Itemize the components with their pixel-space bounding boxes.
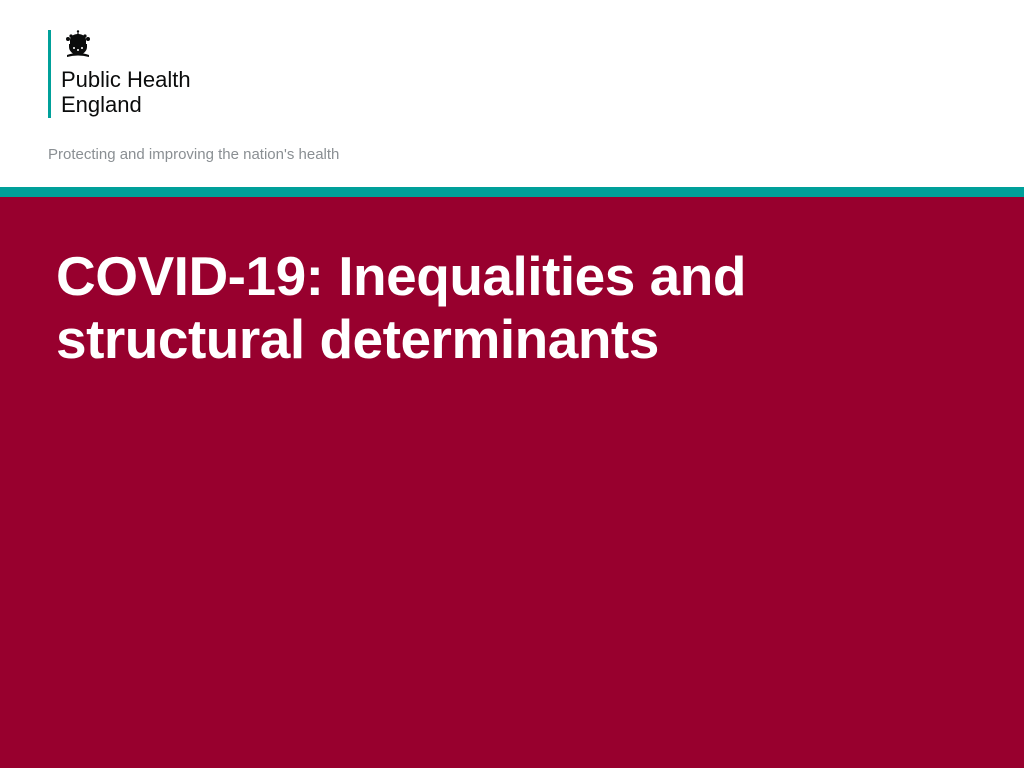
org-name-line1: Public Health [61, 67, 191, 92]
org-name-line2: England [61, 92, 191, 117]
tagline: Protecting and improving the nation's he… [48, 146, 1024, 163]
header: Public Health England Protecting and imp… [0, 0, 1024, 187]
slide: Public Health England Protecting and imp… [0, 0, 1024, 768]
crown-crest-icon [61, 30, 191, 63]
logo-accent-bar [48, 30, 51, 118]
logo-text-column: Public Health England [61, 30, 191, 118]
slide-title: COVID-19: Inequalities and structural de… [56, 245, 876, 372]
divider-bar [0, 187, 1024, 197]
logo-block: Public Health England [48, 30, 1024, 118]
body-area: COVID-19: Inequalities and structural de… [0, 197, 1024, 768]
